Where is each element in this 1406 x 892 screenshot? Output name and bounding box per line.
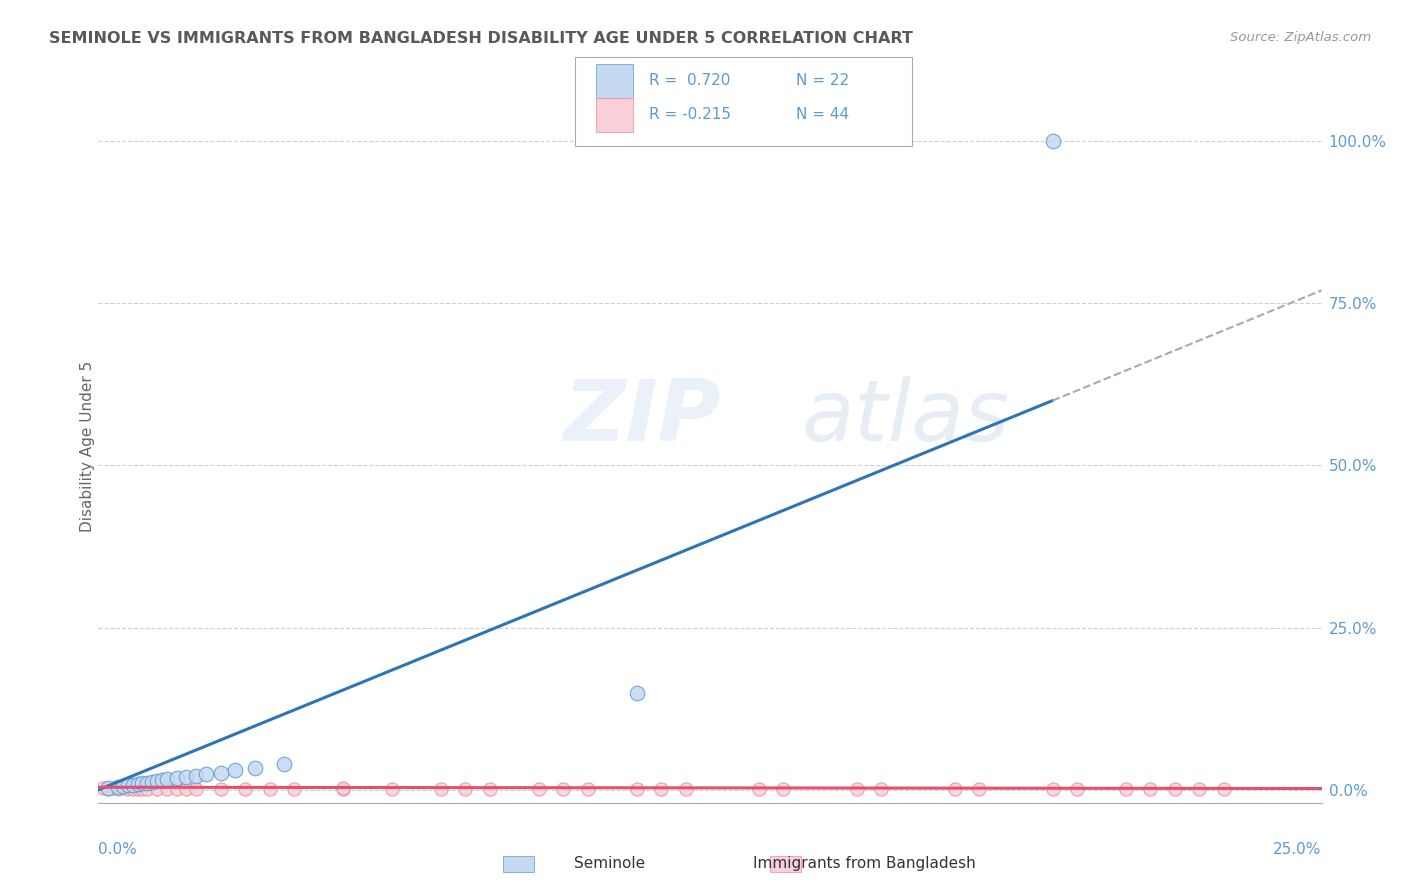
Text: R = -0.215: R = -0.215 [650,107,731,122]
Point [101,780,124,795]
Point [127,781,149,796]
Point [141,775,163,789]
FancyBboxPatch shape [575,57,912,146]
FancyBboxPatch shape [503,856,534,872]
Point [626,685,648,699]
Text: 25.0%: 25.0% [1274,842,1322,857]
Point [1139,781,1161,796]
Point [156,781,179,796]
Point [127,777,149,791]
Point [117,781,139,796]
Text: atlas: atlas [801,376,1010,459]
Text: Seminole: Seminole [536,856,645,871]
Point [870,781,893,796]
Point [332,781,354,796]
Point [553,781,575,796]
Point [209,766,232,780]
Point [845,781,868,796]
Point [166,771,188,785]
Point [224,764,246,778]
Point [186,781,208,796]
Point [430,781,453,796]
Point [454,781,477,796]
Point [131,776,153,790]
Point [381,781,404,796]
Point [166,781,188,796]
Point [243,761,266,775]
Point [195,767,218,781]
Point [332,780,354,795]
Text: SEMINOLE VS IMMIGRANTS FROM BANGLADESH DISABILITY AGE UNDER 5 CORRELATION CHART: SEMINOLE VS IMMIGRANTS FROM BANGLADESH D… [49,31,912,46]
Point [259,781,281,796]
FancyBboxPatch shape [596,98,633,132]
Point [111,779,134,793]
Point [136,781,159,796]
Point [146,774,169,789]
Point [576,781,599,796]
Point [186,768,208,782]
Point [156,772,179,787]
FancyBboxPatch shape [596,63,633,98]
FancyBboxPatch shape [770,856,801,872]
Point [176,781,198,796]
Point [97,781,120,796]
Point [1066,781,1088,796]
Text: ZIP: ZIP [564,376,721,459]
Point [626,781,648,796]
Point [150,773,173,788]
Point [176,770,198,784]
Point [136,775,159,789]
Point [146,781,169,796]
Point [111,780,134,795]
Point [1042,134,1064,148]
Point [943,781,966,796]
Point [131,781,153,796]
Point [1115,781,1137,796]
Text: N = 44: N = 44 [796,107,849,122]
Point [107,780,129,795]
Text: Source: ZipAtlas.com: Source: ZipAtlas.com [1230,31,1371,45]
Text: R =  0.720: R = 0.720 [650,73,730,88]
Point [772,781,794,796]
Point [1188,781,1211,796]
Point [1212,781,1234,796]
Y-axis label: Disability Age Under 5: Disability Age Under 5 [80,360,94,532]
Text: N = 22: N = 22 [796,73,849,88]
Point [675,781,697,796]
Point [748,781,770,796]
Point [283,781,305,796]
Point [967,781,990,796]
Point [478,781,501,796]
Point [209,781,232,796]
Text: Immigrants from Bangladesh: Immigrants from Bangladesh [754,856,976,871]
Point [1042,781,1064,796]
Point [233,781,256,796]
Point [117,778,139,792]
Point [107,781,129,796]
Point [97,780,120,795]
Point [121,781,143,796]
Point [121,778,143,792]
Text: 0.0%: 0.0% [98,842,138,857]
Point [650,781,672,796]
Point [1164,781,1187,796]
Point [91,780,114,795]
Point [273,756,295,771]
Point [527,781,550,796]
